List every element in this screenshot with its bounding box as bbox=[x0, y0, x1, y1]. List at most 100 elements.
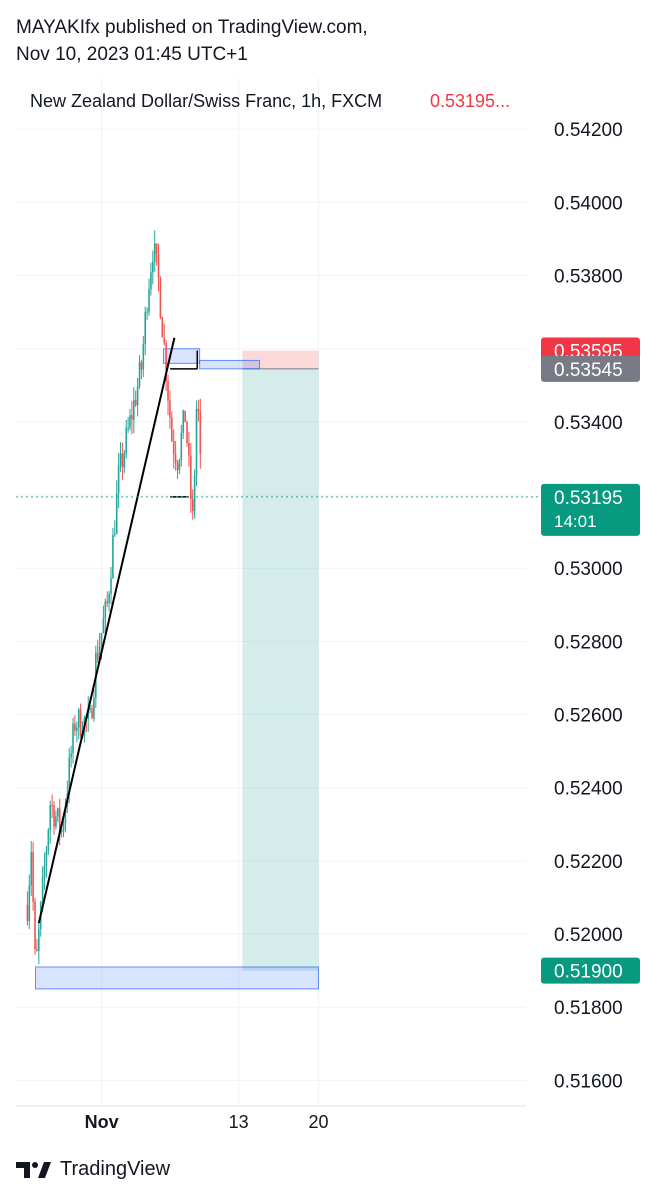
candle-body bbox=[191, 498, 194, 512]
candle-body bbox=[72, 723, 74, 754]
candle-body bbox=[102, 619, 105, 634]
stop-loss-zone bbox=[242, 350, 319, 369]
candle-body bbox=[199, 411, 202, 455]
symbol-price: 0.53195... bbox=[430, 91, 510, 111]
price-label-bg-3 bbox=[541, 957, 640, 984]
candle-body bbox=[26, 904, 29, 922]
price-tick-label: 0.53800 bbox=[554, 267, 623, 288]
candle-body bbox=[188, 443, 190, 456]
candle-body bbox=[182, 410, 185, 433]
candle-body bbox=[152, 261, 154, 273]
demand-zone-0[interactable] bbox=[35, 966, 320, 990]
candle-body bbox=[70, 753, 72, 758]
price-tick-label: 0.53000 bbox=[554, 559, 623, 580]
candle-body bbox=[161, 317, 164, 338]
price-tick-label: 0.54200 bbox=[554, 120, 623, 141]
candle-body bbox=[41, 876, 44, 903]
candle-body bbox=[79, 709, 82, 736]
price-axis: 0.542000.540000.538000.536000.534000.532… bbox=[554, 120, 623, 1092]
candle-body bbox=[28, 885, 31, 922]
price-tick-label: 0.52000 bbox=[554, 925, 623, 946]
candle-body bbox=[100, 633, 103, 647]
candle-body bbox=[108, 593, 110, 604]
candle-body bbox=[140, 362, 143, 370]
price-label-value: 0.51900 bbox=[554, 962, 623, 983]
candle-body bbox=[34, 901, 36, 950]
candle-body bbox=[51, 805, 53, 807]
candle-body bbox=[171, 417, 173, 442]
price-label-value: 0.53195 bbox=[554, 488, 623, 509]
candle-body bbox=[30, 851, 33, 886]
candle-body bbox=[146, 311, 148, 313]
candle-body bbox=[195, 408, 198, 476]
time-tick-label: 13 bbox=[229, 1112, 249, 1132]
candle-body bbox=[112, 535, 114, 579]
footer-brand: TradingView bbox=[60, 1158, 171, 1180]
publisher-line: MAYAKIfx published on TradingView.com, bbox=[16, 17, 368, 38]
candle-body bbox=[68, 757, 71, 794]
candle-body bbox=[43, 865, 46, 877]
drawings bbox=[35, 348, 320, 990]
candle-body bbox=[144, 311, 147, 345]
publisher-header: MAYAKIfx published on TradingView.com, N… bbox=[16, 14, 368, 68]
candle-body bbox=[55, 816, 57, 827]
candle-body bbox=[123, 453, 126, 468]
overlay bbox=[16, 337, 538, 924]
candle-body bbox=[186, 422, 188, 444]
price-tick-label: 0.51800 bbox=[554, 998, 623, 1019]
candle-body bbox=[153, 243, 156, 262]
candle-body bbox=[134, 399, 137, 406]
candle-body bbox=[74, 723, 76, 731]
time-tick-label: 20 bbox=[309, 1112, 329, 1132]
take-profit-zone bbox=[242, 368, 319, 971]
candle-body bbox=[138, 362, 141, 387]
symbol-title[interactable]: New Zealand Dollar/Swiss Franc, 1h, FXCM bbox=[30, 91, 382, 111]
candle-body bbox=[110, 578, 112, 594]
price-tick-label: 0.54000 bbox=[554, 193, 623, 214]
candle-body bbox=[98, 646, 101, 660]
candle-body bbox=[155, 243, 158, 255]
time-axis: Nov 13 20 bbox=[85, 1112, 329, 1132]
price-tick-label: 0.52800 bbox=[554, 632, 623, 653]
candle-body bbox=[129, 415, 131, 428]
candle-body bbox=[180, 432, 183, 460]
demand-zone-1[interactable] bbox=[162, 348, 201, 364]
candle-body bbox=[142, 344, 145, 370]
price-label-bg-2 bbox=[541, 483, 640, 536]
candle-body bbox=[125, 428, 128, 454]
candle-body bbox=[58, 808, 61, 832]
candle-body bbox=[127, 427, 129, 429]
candle-body bbox=[36, 949, 38, 951]
candle-body bbox=[176, 463, 179, 471]
candle-body bbox=[96, 652, 99, 660]
candles bbox=[26, 230, 202, 965]
price-tick-label: 0.52600 bbox=[554, 706, 623, 727]
candle-body bbox=[165, 342, 167, 382]
candle-body bbox=[115, 493, 118, 534]
candle-body bbox=[148, 289, 150, 312]
candle-body bbox=[117, 465, 120, 494]
candle-body bbox=[163, 337, 166, 343]
candle-body bbox=[119, 453, 122, 466]
candle-body bbox=[159, 278, 162, 318]
price-tick-label: 0.51600 bbox=[554, 1071, 623, 1092]
candle-body bbox=[114, 533, 116, 536]
countdown-label: 14:01 bbox=[554, 512, 597, 531]
price-tick-label: 0.52400 bbox=[554, 779, 623, 800]
candle-body bbox=[91, 708, 93, 719]
candle-body bbox=[136, 386, 139, 406]
candle-body bbox=[184, 410, 186, 423]
demand-zone-2[interactable] bbox=[199, 359, 261, 370]
candle-body bbox=[131, 415, 133, 420]
candle-body bbox=[106, 601, 109, 604]
candle-body bbox=[57, 808, 59, 817]
price-tick-label: 0.53400 bbox=[554, 413, 623, 434]
candle-body bbox=[32, 851, 34, 902]
candle-body bbox=[133, 399, 135, 420]
candle-body bbox=[121, 453, 124, 468]
candle-body bbox=[49, 805, 52, 831]
trend-line[interactable] bbox=[37, 337, 176, 924]
candle-body bbox=[167, 381, 169, 401]
candle-body bbox=[93, 697, 95, 719]
